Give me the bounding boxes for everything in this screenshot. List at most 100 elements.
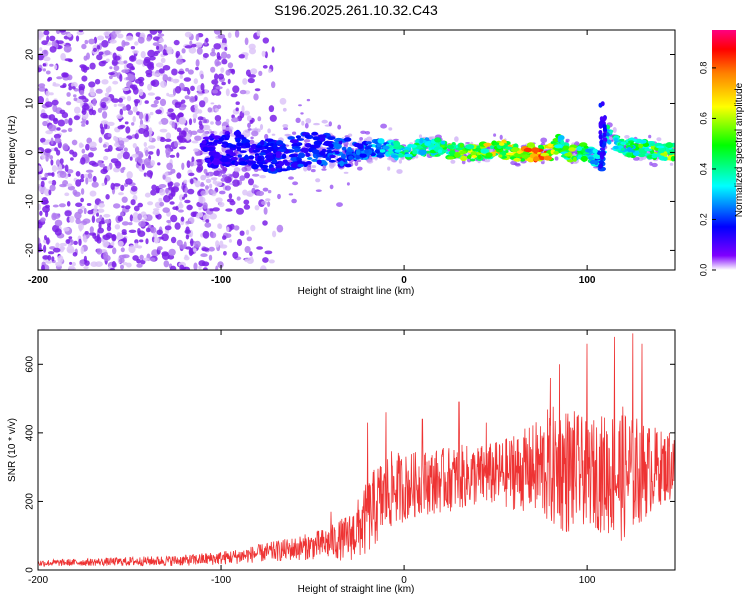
noise-speckle (89, 226, 94, 234)
noise-speckle (210, 232, 217, 239)
colorbar-tick-label: 0.2 (698, 213, 708, 226)
noise-speckle (69, 215, 75, 223)
noise-speckle (78, 95, 87, 100)
noise-speckle (68, 236, 73, 240)
noise-speckle (113, 135, 117, 141)
noise-speckle (179, 264, 185, 270)
snr-panel: -200 -100 0 100 0 200 400 600 Height of straigh… (7, 329, 676, 595)
noise-speckle (79, 259, 86, 267)
ridge-blob (248, 155, 255, 160)
band-speckle (454, 136, 459, 142)
noise-speckle (90, 92, 96, 97)
noise-speckle (99, 214, 103, 220)
noise-speckle (115, 30, 120, 35)
noise-speckle (51, 165, 58, 173)
noise-speckle (86, 137, 92, 144)
noise-speckle (91, 215, 96, 224)
noise-speckle (100, 120, 109, 125)
noise-speckle (185, 234, 190, 240)
noise-speckle (160, 80, 167, 88)
noise-speckle (177, 70, 185, 75)
noise-speckle (268, 105, 275, 113)
noise-speckle (139, 239, 144, 243)
noise-speckle (250, 224, 256, 232)
noise-speckle (66, 101, 72, 106)
spike-blob (599, 151, 604, 157)
noise-speckle (138, 153, 144, 159)
noise-speckle (131, 84, 138, 91)
colorbar: 0.0 0.2 0.4 0.6 0.8 Normalized spectral ampl… (698, 30, 745, 276)
noise-speckle (216, 52, 221, 59)
noise-speckle (136, 245, 143, 249)
noise-speckle (236, 238, 243, 247)
band-speckle (450, 159, 456, 164)
band-speckle (380, 123, 387, 129)
noise-speckle (126, 171, 133, 179)
ridge-blob (312, 149, 320, 155)
noise-speckle (157, 33, 165, 37)
noise-speckle (226, 53, 231, 59)
noise-speckle (147, 201, 154, 206)
noise-speckle (246, 115, 252, 122)
band-speckle (306, 98, 311, 102)
y-tick-label: -20 (25, 243, 36, 258)
band-speckle (256, 128, 261, 133)
noise-speckle (117, 33, 124, 39)
noise-speckle (134, 78, 143, 84)
noise-speckle (101, 40, 109, 48)
chart-title: S196.2025.261.10.32.C43 (274, 2, 438, 18)
spike-blob (599, 116, 604, 122)
noise-speckle (51, 172, 55, 177)
noise-speckle (119, 74, 123, 82)
noise-speckle (194, 104, 199, 110)
noise-speckle (248, 74, 256, 78)
noise-speckle (39, 185, 47, 194)
noise-speckle (220, 67, 225, 73)
ridge-blob (643, 148, 653, 152)
noise-speckle (113, 203, 121, 209)
ridge-blob (662, 156, 668, 161)
noise-speckle (179, 74, 183, 79)
noise-speckle (175, 50, 181, 57)
ridge-blob (251, 163, 259, 170)
band-speckle (349, 142, 353, 147)
ridge-blob (454, 152, 461, 158)
noise-speckle (124, 121, 129, 125)
noise-speckle (195, 159, 203, 166)
noise-speckle (218, 223, 223, 230)
noise-speckle (251, 130, 259, 137)
ridge-blob (307, 147, 313, 153)
noise-speckle (144, 214, 153, 222)
noise-speckle (54, 219, 63, 227)
ridge-blob (459, 143, 464, 148)
ridge-blob (543, 155, 553, 161)
noise-speckle (120, 149, 124, 155)
ridge-blob (550, 141, 556, 145)
ridge-blob (341, 146, 347, 151)
noise-speckle (91, 181, 99, 188)
noise-speckle (99, 163, 105, 168)
snr-axes: -200 -100 0 100 0 200 400 600 (25, 330, 675, 586)
noise-speckle (51, 179, 57, 186)
spectrogram-ylabel: Frequency (Hz) (7, 116, 18, 185)
ridge-blob (564, 152, 573, 157)
band-speckle (311, 165, 317, 169)
noise-speckle (112, 80, 119, 85)
noise-speckle (122, 237, 128, 244)
noise-speckle (156, 148, 160, 157)
ridge-blob (264, 138, 274, 142)
noise-speckle (159, 201, 165, 207)
noise-speckle (222, 235, 227, 240)
ridge-blob (297, 152, 306, 159)
ridge-blob (649, 142, 655, 147)
ridge-blob (483, 142, 492, 147)
noise-speckle (73, 240, 78, 245)
y-tick-label: 0 (25, 567, 36, 573)
noise-speckle (71, 261, 76, 267)
band-speckle (515, 163, 521, 167)
noise-speckle (134, 133, 139, 140)
ridge-blob (477, 155, 482, 159)
noise-speckle (74, 106, 81, 114)
noise-speckle (232, 251, 239, 259)
noise-speckle (215, 86, 223, 90)
